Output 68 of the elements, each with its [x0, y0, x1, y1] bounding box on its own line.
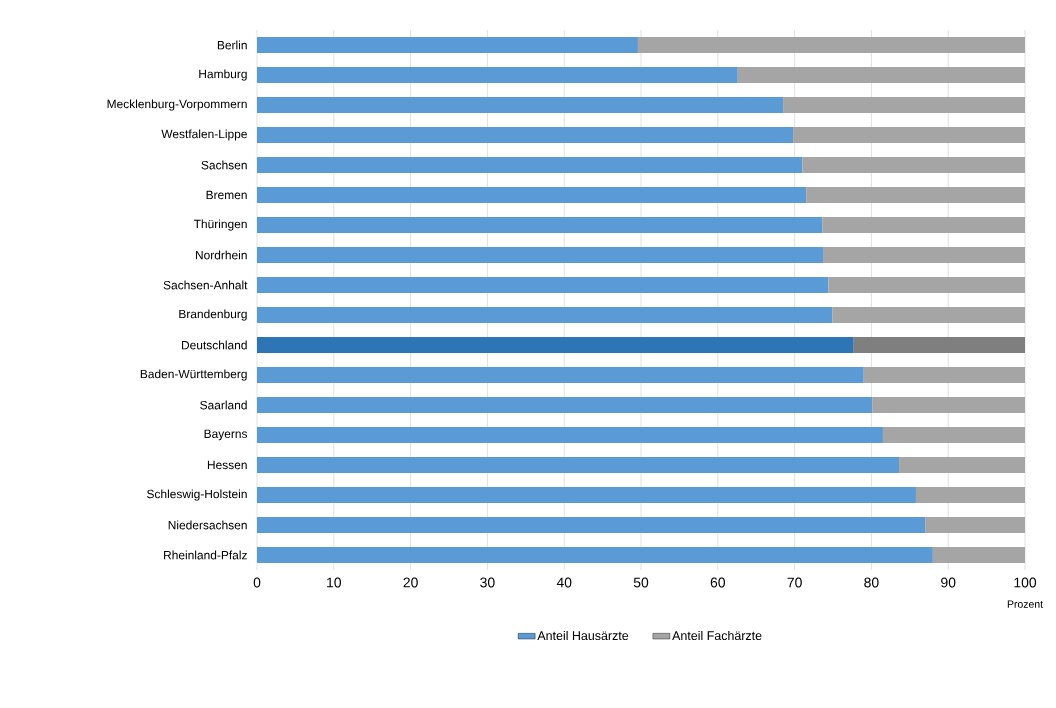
x-tick-label: 80 [864, 577, 879, 588]
bar [257, 516, 926, 534]
y-tick-label: Westfalen-Lippe [161, 129, 247, 141]
bar [822, 216, 1026, 234]
bar [899, 456, 1026, 474]
bar [257, 396, 873, 414]
y-tick-label: Saarland [200, 400, 247, 410]
y-tick-label: Mecklenburg-Vorpommern [107, 99, 247, 111]
bar [806, 186, 1026, 204]
bar [257, 456, 900, 474]
y-tick-label: Niedersachsen [168, 520, 247, 530]
y-tick-label: Bremen [206, 190, 247, 200]
x-tick-label: 60 [710, 577, 726, 588]
bar [257, 186, 807, 204]
bar [257, 216, 823, 234]
x-tick-label: 10 [327, 577, 342, 588]
bar [257, 546, 933, 564]
bar [257, 156, 803, 174]
x-tick-label: 70 [787, 577, 802, 588]
x-axis-title: Prozent [1007, 600, 1043, 608]
y-tick-label: Sachsen [201, 160, 247, 170]
y-tick-label: Brandenburg [179, 309, 247, 321]
y-tick-label: Nordrhein [195, 250, 247, 260]
bar [257, 426, 883, 444]
bar [932, 546, 1026, 564]
bar [823, 246, 1026, 264]
bar [637, 36, 1026, 54]
x-tick-label: 90 [941, 577, 956, 588]
bar [863, 366, 1026, 384]
bar [882, 426, 1026, 444]
bar [257, 366, 864, 384]
y-tick-label: Hessen [207, 460, 247, 470]
x-tick-label: 50 [633, 577, 649, 588]
y-tick-label: Schleswig-Holstein [147, 489, 247, 501]
x-tick-label: 100 [1014, 577, 1037, 588]
bar [257, 126, 794, 144]
bar [257, 276, 829, 294]
y-tick-label: Rheinland-Pfalz [164, 550, 247, 560]
bar [737, 66, 1026, 84]
legend-label: Anteil Fachärzte [672, 630, 762, 641]
bar [793, 126, 1026, 144]
bar [925, 516, 1026, 534]
bar [853, 336, 1026, 354]
x-tick-label: 0 [253, 577, 261, 588]
y-tick-label: Hamburg [199, 69, 247, 81]
x-tick-label: 40 [556, 577, 572, 588]
bar [257, 66, 738, 84]
bar [872, 396, 1026, 414]
y-tick-label: Berlin [217, 40, 247, 50]
bar [257, 36, 638, 54]
bar [257, 336, 854, 354]
bar [828, 276, 1026, 294]
y-tick-label: Thüringen [193, 219, 247, 231]
y-tick-label: Sachsen-Anhalt [163, 280, 248, 290]
y-tick-label: Baden-Württemberg [140, 369, 247, 381]
bar [257, 306, 833, 324]
y-tick-label: Bayerns [204, 429, 248, 441]
bar [802, 156, 1026, 174]
bar [915, 486, 1026, 504]
y-tick-label: Deutschland [182, 340, 247, 350]
bar [783, 96, 1026, 114]
legend-label: Anteil Hausärzte [537, 630, 629, 641]
x-tick-label: 30 [480, 577, 495, 588]
bar [257, 96, 784, 114]
bar [257, 486, 916, 504]
bar [832, 306, 1026, 324]
x-tick-label: 20 [403, 577, 418, 588]
bar [257, 246, 824, 264]
